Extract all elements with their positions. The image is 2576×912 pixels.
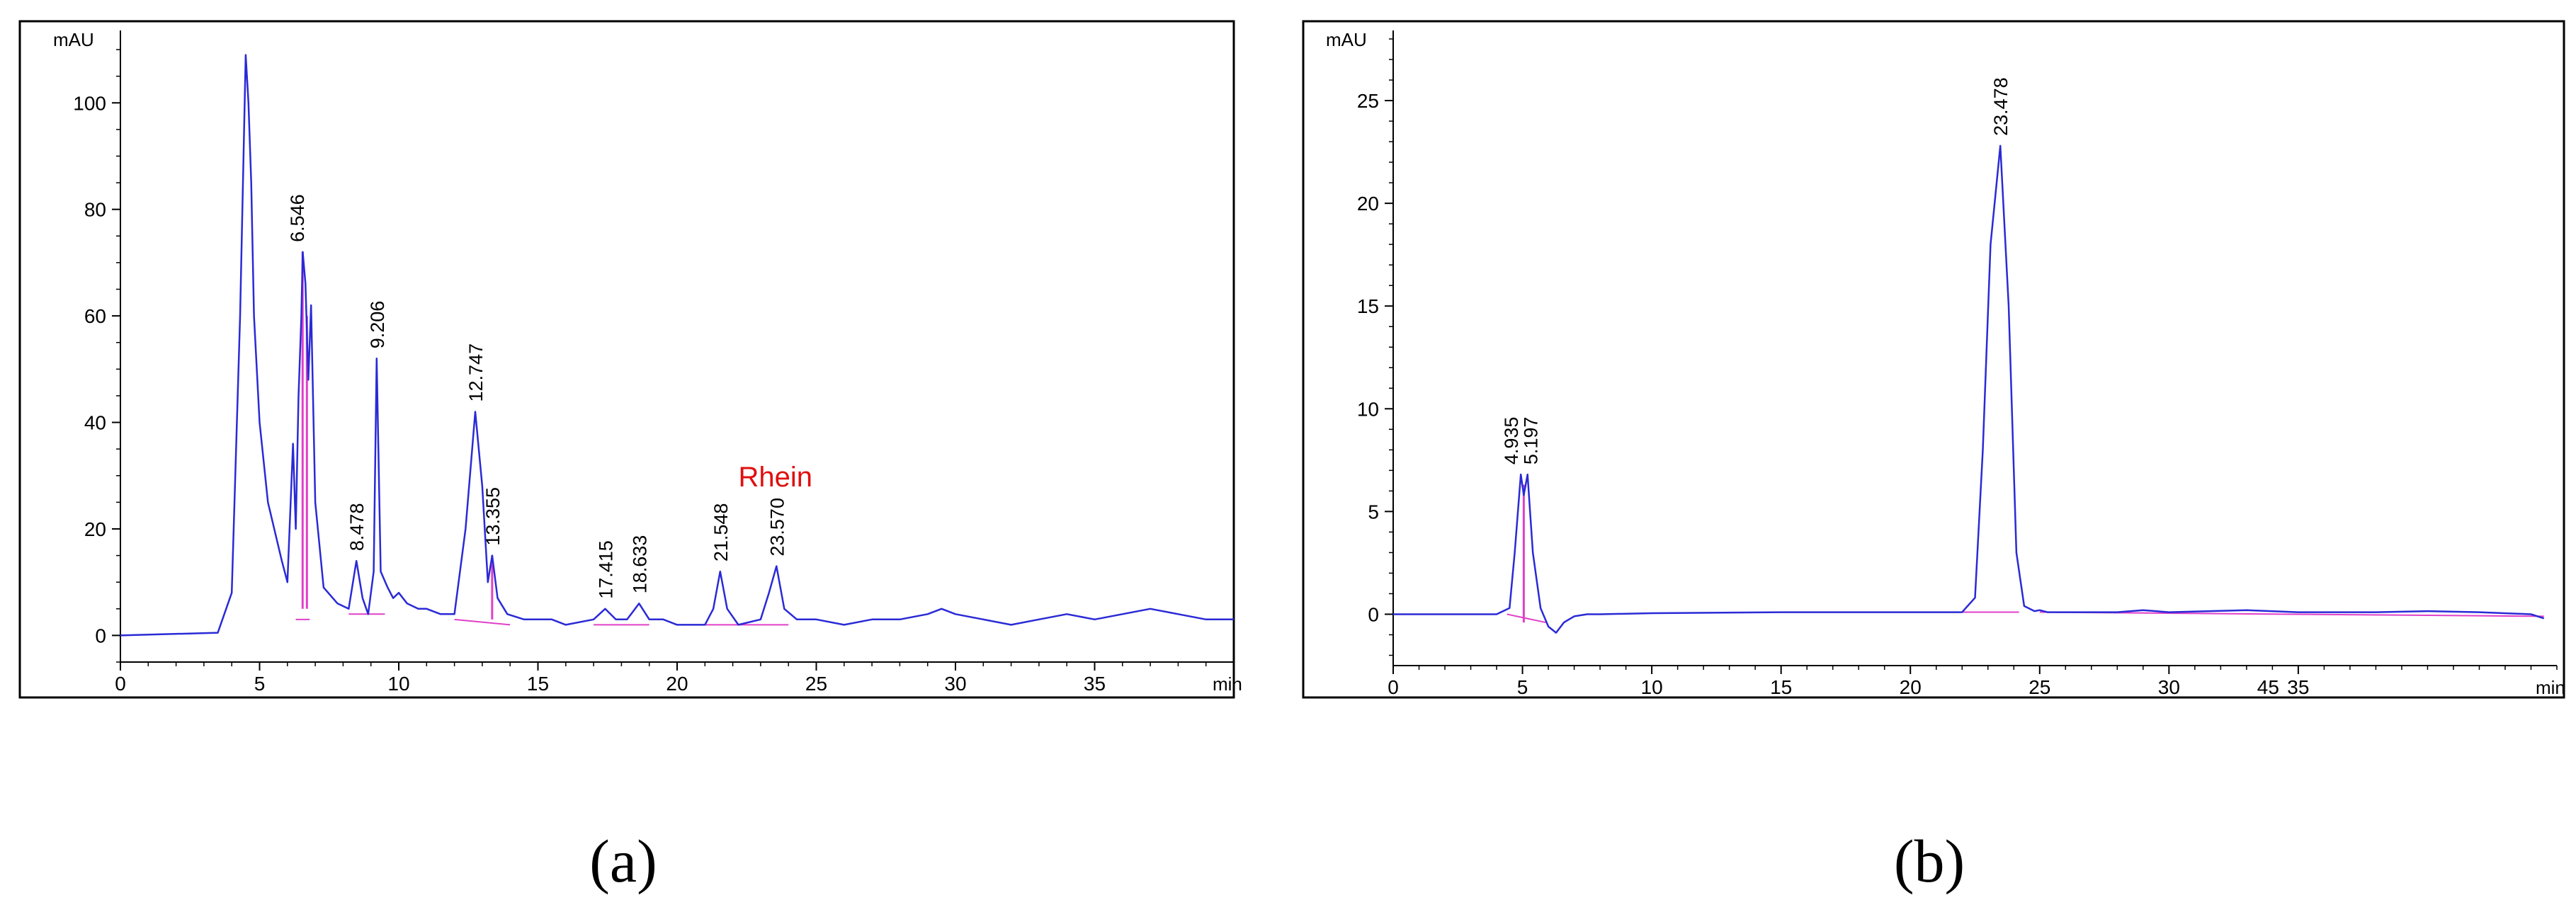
peak-label: 8.478 bbox=[346, 503, 368, 552]
x-tick-label: 5 bbox=[1517, 676, 1528, 698]
x-axis-label: min bbox=[1213, 673, 1242, 695]
x-tick-label: 5 bbox=[254, 673, 266, 695]
panel-b-frame bbox=[1302, 20, 2565, 699]
y-tick-label: 25 bbox=[1357, 90, 1379, 112]
panel-a-frame bbox=[18, 20, 1235, 699]
x-axis-label: min bbox=[2536, 677, 2565, 698]
y-tick-label: 20 bbox=[84, 518, 106, 540]
peak-label: 6.546 bbox=[287, 194, 308, 242]
y-axis-label: mAU bbox=[1326, 29, 1367, 50]
peak-label: 18.633 bbox=[629, 535, 650, 594]
peak-label: 13.355 bbox=[482, 487, 504, 546]
x-tick-label: 25 bbox=[805, 673, 827, 695]
series-trace-line bbox=[1393, 144, 2545, 634]
caption-b: (b) bbox=[1894, 827, 1965, 895]
rhein-annotation: Rhein bbox=[738, 462, 812, 493]
x-tick-label: 35 bbox=[1084, 673, 1106, 695]
y-tick-label: 60 bbox=[84, 305, 106, 327]
y-axis-label: mAU bbox=[53, 29, 94, 50]
chart-panel-b: 0 5 10 15 20 25 0 5 10 15 20 25 30 35 45 mAU min 4.9355.1… bbox=[1302, 20, 2565, 699]
peak-label: 5.197 bbox=[1521, 417, 1542, 465]
integration-baseline bbox=[1507, 613, 1546, 624]
x-tick-label: 30 bbox=[2158, 676, 2180, 698]
x-tick-label-overlap: 45 bbox=[2257, 676, 2279, 698]
panel-b-plot-area: 0 5 10 15 20 25 0 5 10 15 20 25 30 35 45 mAU min 4.9355.1… bbox=[1326, 29, 2565, 698]
x-tick-label: 10 bbox=[387, 673, 409, 695]
y-tick-label: 15 bbox=[1357, 295, 1379, 317]
x-tick-label: 25 bbox=[2029, 676, 2050, 698]
peak-label: 23.478 bbox=[1990, 77, 2012, 136]
peak-label: 17.415 bbox=[595, 540, 616, 599]
integration-baseline bbox=[2039, 611, 2544, 617]
x-tick-label: 0 bbox=[115, 673, 126, 695]
y-tick-label: 20 bbox=[1357, 193, 1379, 215]
chart-panel-a: 0 20 40 60 80 100 0 5 10 15 20 25 30 35 mAU min 6.546 8.4… bbox=[18, 20, 1242, 699]
x-tick-label: 20 bbox=[666, 673, 688, 695]
peak-label: 12.747 bbox=[465, 343, 487, 402]
series-trace-line bbox=[120, 54, 1234, 637]
x-tick-label: 20 bbox=[1900, 676, 1922, 698]
x-tick-label: 15 bbox=[1770, 676, 1792, 698]
y-tick-label: 5 bbox=[1368, 501, 1379, 523]
peak-label: 23.570 bbox=[766, 498, 788, 557]
y-tick-label: 10 bbox=[1357, 398, 1379, 420]
integration-baseline bbox=[454, 618, 511, 626]
caption-a: (a) bbox=[589, 827, 657, 895]
x-tick-label: 15 bbox=[527, 673, 549, 695]
x-tick-label: 10 bbox=[1641, 676, 1663, 698]
peak-label: 9.206 bbox=[367, 301, 388, 349]
peak-label: 4.935 bbox=[1501, 417, 1522, 465]
y-tick-label: 80 bbox=[84, 199, 106, 221]
peak-label: 21.548 bbox=[710, 503, 732, 562]
y-tick-label: 0 bbox=[1368, 603, 1379, 625]
y-tick-label: 0 bbox=[95, 625, 106, 646]
y-tick-label: 100 bbox=[73, 92, 106, 114]
x-tick-label: 30 bbox=[944, 673, 966, 695]
x-tick-label: 0 bbox=[1388, 676, 1399, 698]
panel-a-plot-area: 0 20 40 60 80 100 0 5 10 15 20 25 30 35 mAU min 6.546 8.4… bbox=[53, 29, 1242, 695]
y-tick-label: 40 bbox=[84, 412, 106, 434]
x-tick-label: 35 bbox=[2287, 676, 2309, 698]
